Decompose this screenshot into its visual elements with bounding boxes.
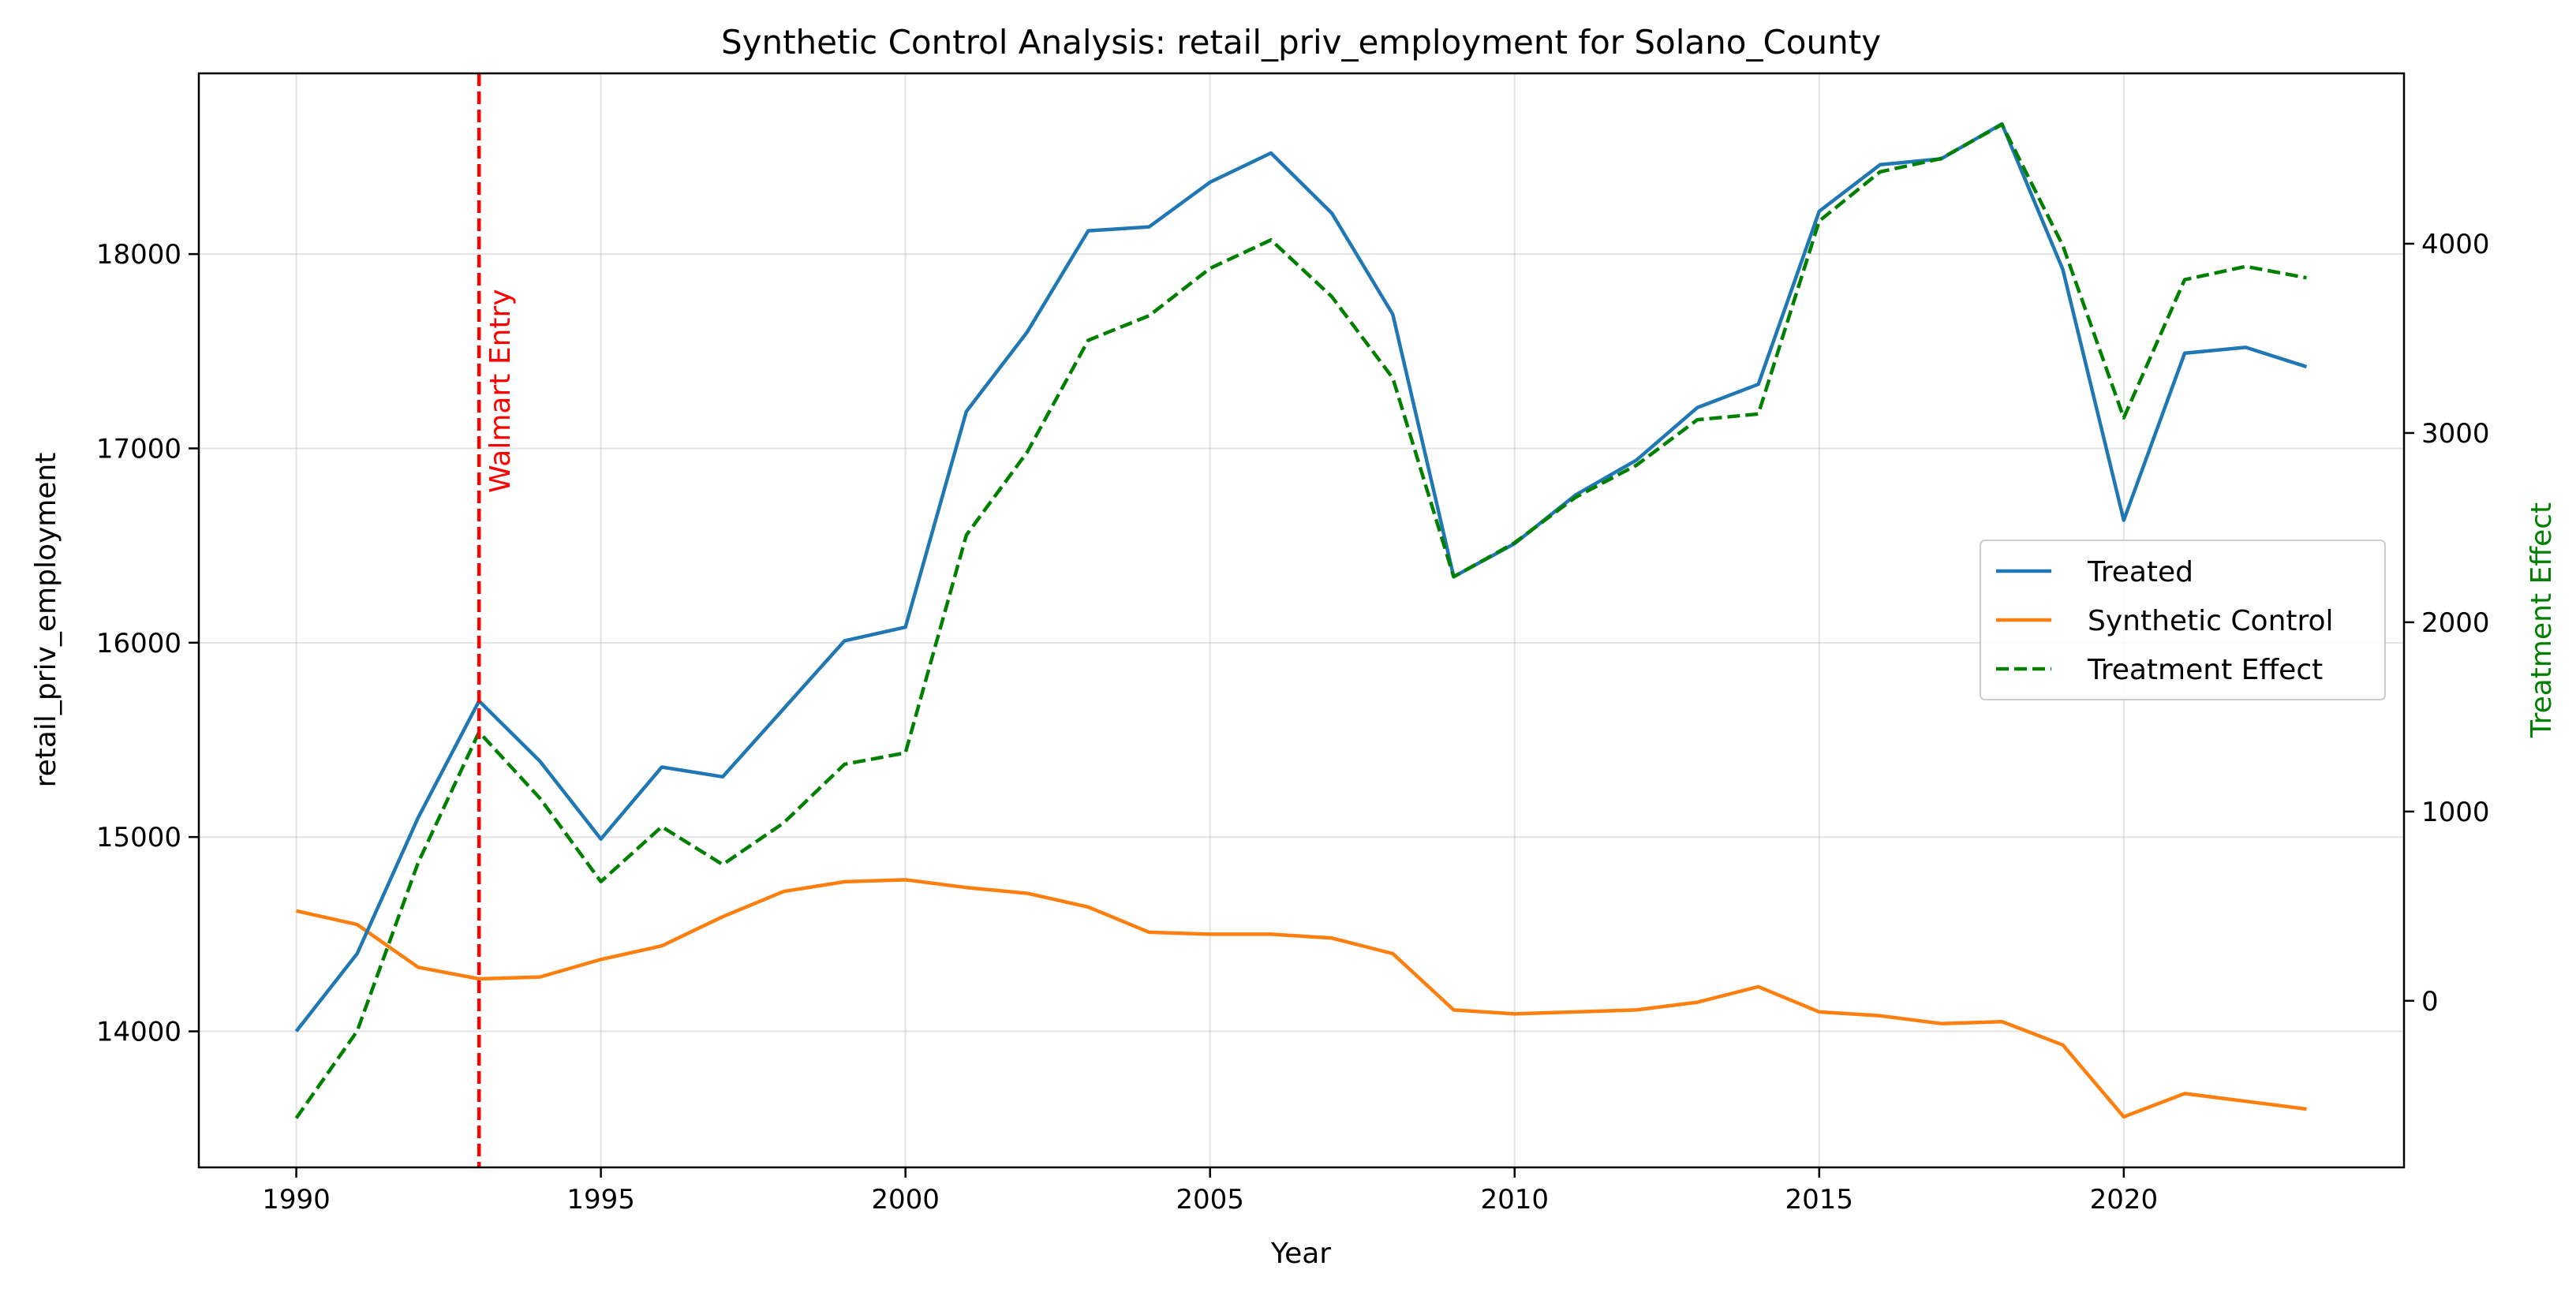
- x-axis: 1990 1995 2000 2005 2010 2015 2020: [262, 1167, 2158, 1215]
- walmart-entry-label: Walmart Entry: [484, 289, 517, 493]
- y-tick-label-17000: 17000: [96, 433, 181, 465]
- y-axis-left: 14000 15000 16000 17000 18000: [96, 239, 199, 1048]
- y2-tick-label-0: 0: [2421, 986, 2439, 1018]
- x-axis-label: Year: [1270, 1238, 1331, 1270]
- y2-axis-label: Treatment Effect: [2526, 502, 2558, 738]
- y-tick-label-15000: 15000: [96, 822, 181, 853]
- legend: Treated Synthetic Control Treatment Effe…: [1980, 540, 2386, 700]
- x-tick-label-2015: 2015: [1785, 1184, 1854, 1215]
- series-layer: [294, 121, 2308, 1119]
- x-tick-label-1995: 1995: [566, 1184, 635, 1215]
- annotation-layer: Walmart Entry: [477, 73, 517, 1167]
- x-tick-label-2020: 2020: [2090, 1184, 2159, 1215]
- y-tick-label-14000: 14000: [96, 1017, 181, 1048]
- series-line-synthetic-control: [296, 878, 2307, 1119]
- legend-label-treated: Treated: [2087, 556, 2193, 588]
- y-tick-label-16000: 16000: [96, 628, 181, 659]
- x-tick-label-2000: 2000: [871, 1184, 940, 1215]
- y2-tick-label-1000: 1000: [2421, 797, 2490, 828]
- legend-label-treatment-effect: Treatment Effect: [2087, 654, 2323, 686]
- x-tick-label-1990: 1990: [262, 1184, 331, 1215]
- y2-tick-label-4000: 4000: [2421, 229, 2490, 260]
- legend-frame: [1980, 540, 2386, 700]
- x-tick-label-2010: 2010: [1480, 1184, 1549, 1215]
- legend-label-synthetic-control: Synthetic Control: [2088, 605, 2334, 637]
- plot-frame: [197, 72, 2406, 1169]
- y-tick-label-18000: 18000: [96, 239, 181, 271]
- x-tick-label-2005: 2005: [1176, 1184, 1244, 1215]
- chart-title: Synthetic Control Analysis: retail_priv_…: [721, 23, 1881, 62]
- y-axis-right: 0 1000 2000 3000 4000: [2404, 229, 2490, 1018]
- y2-tick-label-3000: 3000: [2421, 418, 2490, 450]
- y-axis-label: retail_priv_employment: [30, 453, 62, 788]
- series-line-treatment-effect: [294, 122, 2307, 1119]
- y2-tick-label-2000: 2000: [2421, 607, 2490, 639]
